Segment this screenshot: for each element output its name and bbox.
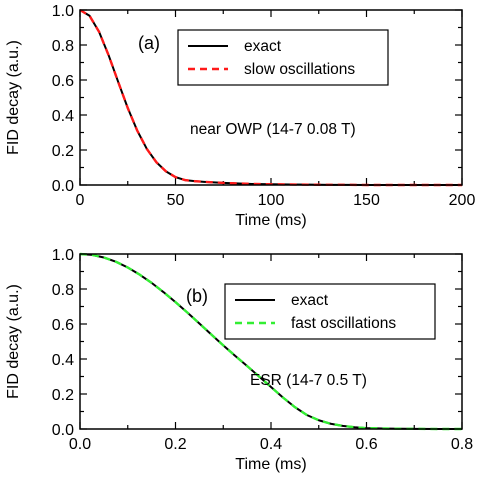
panel-b-x-tick-label: 0.0 [69, 436, 91, 453]
panel-b-y-axis-label: FID decay (a.u.) [5, 284, 22, 399]
panel-a-y-tick-label: 0.0 [52, 178, 74, 195]
panel-b-y-tick-label: 0.8 [52, 282, 74, 299]
panel-b-legend-box [224, 283, 436, 340]
panel-b-plot-frame [79, 253, 463, 430]
panel-b-legend-label-exact: exact [291, 292, 329, 309]
panel-b-y-tick-label: 0.0 [52, 422, 74, 439]
panel-a-legend-label-exact: exact [244, 38, 282, 55]
panel-a-x-axis-label: Time (ms) [235, 212, 306, 229]
panel-a-plot-frame [79, 9, 463, 186]
panel-a-x-tick-label: 150 [353, 192, 380, 209]
panel-a-y-tick-label: 0.6 [52, 73, 74, 90]
panel-a-x-tick-label: 100 [258, 192, 285, 209]
panel-a-x-tick-label: 0 [76, 192, 85, 209]
panel-a-series-slow-oscillations [79, 8, 462, 187]
panel-b-y-tick-label: 0.6 [52, 317, 74, 334]
panel-b-series-exact [79, 253, 462, 430]
panel-b-y-tick-label: 1.0 [52, 247, 74, 264]
panel-a-letter: (a) [138, 33, 160, 53]
panel-b-legend: exact fast oscillations [224, 283, 436, 340]
panel-b-y-tick-label: 0.2 [52, 387, 74, 404]
panel-a: 0 50 100 150 200 0.0 0.2 0.4 0.6 0.8 1.0 Time (ms) F… [5, 3, 475, 229]
panel-b-series-fast-oscillations [79, 252, 462, 431]
panel-a-x-tick-label: 200 [449, 192, 476, 209]
panel-b: 0.0 0.2 0.4 0.6 0.8 0.0 0.2 0.4 0.6 0.8 1.0 Time (m… [5, 247, 473, 473]
panel-a-legend-label-slow-oscillations: slow oscillations [244, 61, 355, 78]
panel-a-y-tick-label: 1.0 [52, 3, 74, 20]
panel-a-y-tick-label: 0.4 [52, 108, 74, 125]
panel-b-letter: (b) [186, 286, 208, 306]
panel-b-x-tick-label: 0.2 [164, 436, 186, 453]
panel-a-annotation: near OWP (14-7 0.08 T) [190, 121, 356, 138]
panel-b-x-tick-label: 0.6 [355, 436, 377, 453]
panel-b-legend-label-fast-oscillations: fast oscillations [291, 315, 396, 332]
panel-b-x-tick-label: 0.8 [451, 436, 473, 453]
panel-a-y-tick-label: 0.8 [52, 38, 74, 55]
panel-a-y-axis-label: FID decay (a.u.) [5, 40, 22, 155]
panel-b-x-axis-label: Time (ms) [235, 456, 306, 473]
panel-b-y-tick-label: 0.4 [52, 352, 74, 369]
panel-a-legend: exact slow oscillations [177, 29, 389, 86]
panel-a-legend-box [177, 29, 389, 86]
panel-a-x-tick-label: 50 [167, 192, 185, 209]
panel-b-annotation: ESR (14-7 0.5 T) [250, 372, 367, 389]
panel-a-y-tick-label: 0.2 [52, 143, 74, 160]
panel-b-x-tick-label: 0.4 [260, 436, 282, 453]
